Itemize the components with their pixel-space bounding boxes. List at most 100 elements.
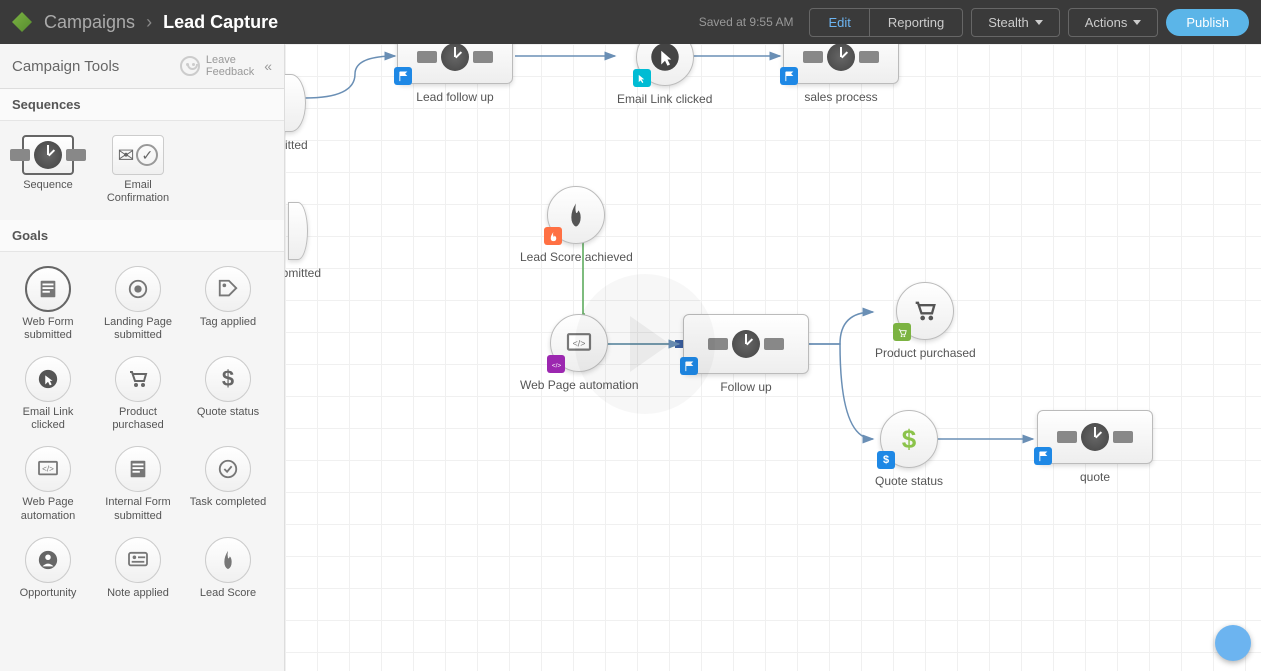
node-sales-process[interactable]: sales process (783, 44, 899, 104)
check-icon (205, 446, 251, 492)
tool-sequence[interactable]: Sequence (4, 129, 92, 211)
actions-dropdown[interactable]: Actions (1068, 8, 1159, 37)
tool-label: Lead Score (200, 587, 256, 600)
tool-label: Note applied (107, 587, 169, 600)
goals-grid: Web Form submitted Landing Page submitte… (0, 252, 284, 614)
section-goals-title: Goals (0, 220, 284, 252)
tool-task-completed[interactable]: Task completed (184, 440, 272, 528)
node-label: Email Link clicked (617, 92, 712, 106)
node-label: ubmitted (285, 266, 321, 280)
sequences-grid: Sequence ✉✓ Email Confirmation (0, 121, 284, 219)
dollar-icon: $ (205, 356, 251, 402)
tool-label: Email Confirmation (96, 179, 180, 205)
tool-note-applied[interactable]: Note applied (94, 531, 182, 606)
tool-email-confirmation[interactable]: ✉✓ Email Confirmation (94, 129, 182, 211)
tool-label: Tag applied (200, 316, 256, 329)
node-label: Lead follow up (416, 90, 493, 104)
flag-icon: </> (547, 355, 565, 373)
flag-icon (893, 323, 911, 341)
node-submitted-truncated2[interactable]: ubmitted (285, 202, 321, 280)
tool-label: Product purchased (96, 406, 180, 432)
node-quote-status[interactable]: $ $ Quote status (875, 410, 943, 488)
main: Campaign Tools Leave Feedback « Sequence… (0, 44, 1261, 671)
node-label: Product purchased (875, 346, 976, 360)
stealth-label: Stealth (988, 15, 1028, 30)
tool-web-form-submitted[interactable]: Web Form submitted (4, 260, 92, 348)
tool-opportunity[interactable]: Opportunity (4, 531, 92, 606)
tool-email-link-clicked[interactable]: Email Link clicked (4, 350, 92, 438)
flag-icon (1034, 447, 1052, 465)
cursor-icon (25, 356, 71, 402)
tool-quote-status[interactable]: $ Quote status (184, 350, 272, 438)
floating-action-button[interactable] (1215, 625, 1251, 661)
note-icon (115, 537, 161, 583)
sidebar-header: Campaign Tools Leave Feedback « (0, 44, 284, 89)
mode-toggle: Edit Reporting (809, 8, 963, 37)
feedback-link[interactable]: Leave Feedback (180, 54, 254, 78)
feedback-line2: Feedback (206, 66, 254, 78)
tool-label: Quote status (197, 406, 259, 419)
play-watermark (575, 274, 715, 414)
tool-landing-page-submitted[interactable]: Landing Page submitted (94, 260, 182, 348)
sidebar-title: Campaign Tools (12, 58, 180, 75)
flag-icon (633, 69, 651, 87)
svg-text:</>: </> (552, 362, 562, 369)
tool-product-purchased[interactable]: Product purchased (94, 350, 182, 438)
stealth-dropdown[interactable]: Stealth (971, 8, 1059, 37)
node-quote[interactable]: quote (1037, 410, 1153, 484)
node-email-link-clicked[interactable]: Email Link clicked (617, 44, 712, 106)
node-label: mitted (285, 138, 308, 152)
node-label: sales process (804, 90, 877, 104)
email-check-icon: ✉✓ (112, 135, 164, 175)
node-product-purchased[interactable]: Product purchased (875, 282, 976, 360)
svg-text:</>: </> (42, 465, 54, 474)
code-icon: </> (25, 446, 71, 492)
tag-icon (205, 266, 251, 312)
breadcrumb-root[interactable]: Campaigns (44, 12, 135, 32)
tool-label: Landing Page submitted (96, 316, 180, 342)
chevron-down-icon (1035, 20, 1043, 25)
node-submitted-truncated[interactable]: mitted (285, 74, 308, 152)
tool-label: Task completed (190, 496, 266, 509)
app-logo (12, 12, 32, 32)
breadcrumb-separator: › (146, 12, 152, 32)
tool-label: Web Page automation (6, 496, 90, 522)
form-icon (25, 266, 71, 312)
person-icon (25, 537, 71, 583)
tool-label: Web Form submitted (6, 316, 90, 342)
canvas[interactable]: mitted ubmitted Lead follow up Email Lin… (285, 44, 1261, 671)
collapse-sidebar-button[interactable]: « (264, 58, 272, 74)
flag-icon (544, 227, 562, 245)
header-actions: Saved at 9:55 AM Edit Reporting Stealth … (699, 8, 1249, 37)
tool-label: Sequence (23, 179, 73, 192)
flag-icon (394, 67, 412, 85)
node-label: Follow up (720, 380, 771, 394)
actions-label: Actions (1085, 15, 1128, 30)
breadcrumb: Campaigns › Lead Capture (44, 12, 278, 33)
smiley-icon (180, 56, 200, 76)
tool-web-page-automation[interactable]: </> Web Page automation (4, 440, 92, 528)
form-icon (115, 446, 161, 492)
chevron-down-icon (1133, 20, 1141, 25)
header: Campaigns › Lead Capture Saved at 9:55 A… (0, 0, 1261, 44)
reporting-button[interactable]: Reporting (869, 9, 962, 36)
tool-tag-applied[interactable]: Tag applied (184, 260, 272, 348)
tool-internal-form-submitted[interactable]: Internal Form submitted (94, 440, 182, 528)
tool-label: Email Link clicked (6, 406, 90, 432)
publish-button[interactable]: Publish (1166, 9, 1249, 36)
breadcrumb-current: Lead Capture (163, 12, 278, 32)
sequence-icon (22, 135, 74, 175)
feedback-line1: Leave (206, 54, 254, 66)
saved-timestamp: Saved at 9:55 AM (699, 15, 794, 29)
edit-button[interactable]: Edit (810, 9, 868, 36)
flag-icon (780, 67, 798, 85)
node-lead-score-achieved[interactable]: Lead Score achieved (520, 186, 633, 264)
section-sequences-title: Sequences (0, 89, 284, 121)
cart-icon (115, 356, 161, 402)
fire-icon (205, 537, 251, 583)
tool-lead-score[interactable]: Lead Score (184, 531, 272, 606)
tool-label: Internal Form submitted (96, 496, 180, 522)
node-lead-followup[interactable]: Lead follow up (397, 44, 513, 104)
flag-icon: $ (877, 451, 895, 469)
tool-label: Opportunity (20, 587, 77, 600)
